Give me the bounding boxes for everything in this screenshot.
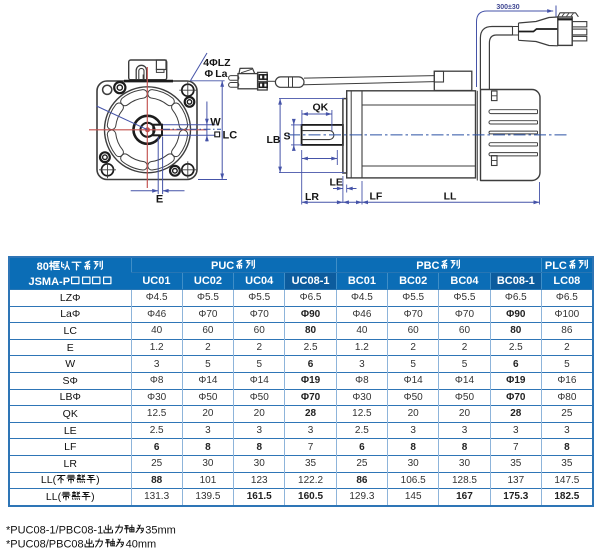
svg-text:LE: LE [330, 177, 343, 189]
svg-text:LF: LF [370, 191, 383, 203]
svg-text:LR: LR [305, 191, 319, 203]
svg-text:QK: QK [313, 101, 329, 113]
svg-text:LB: LB [267, 134, 281, 146]
svg-text:4ΦLZ: 4ΦLZ [203, 57, 231, 69]
svg-text:S: S [284, 131, 291, 143]
svg-text:300±30: 300±30 [496, 4, 519, 11]
svg-text:LL: LL [444, 191, 457, 203]
svg-text:Φ La: Φ La [205, 68, 228, 80]
svg-text:W: W [210, 117, 221, 129]
svg-text:LC: LC [223, 130, 238, 142]
svg-text:E: E [156, 194, 163, 206]
